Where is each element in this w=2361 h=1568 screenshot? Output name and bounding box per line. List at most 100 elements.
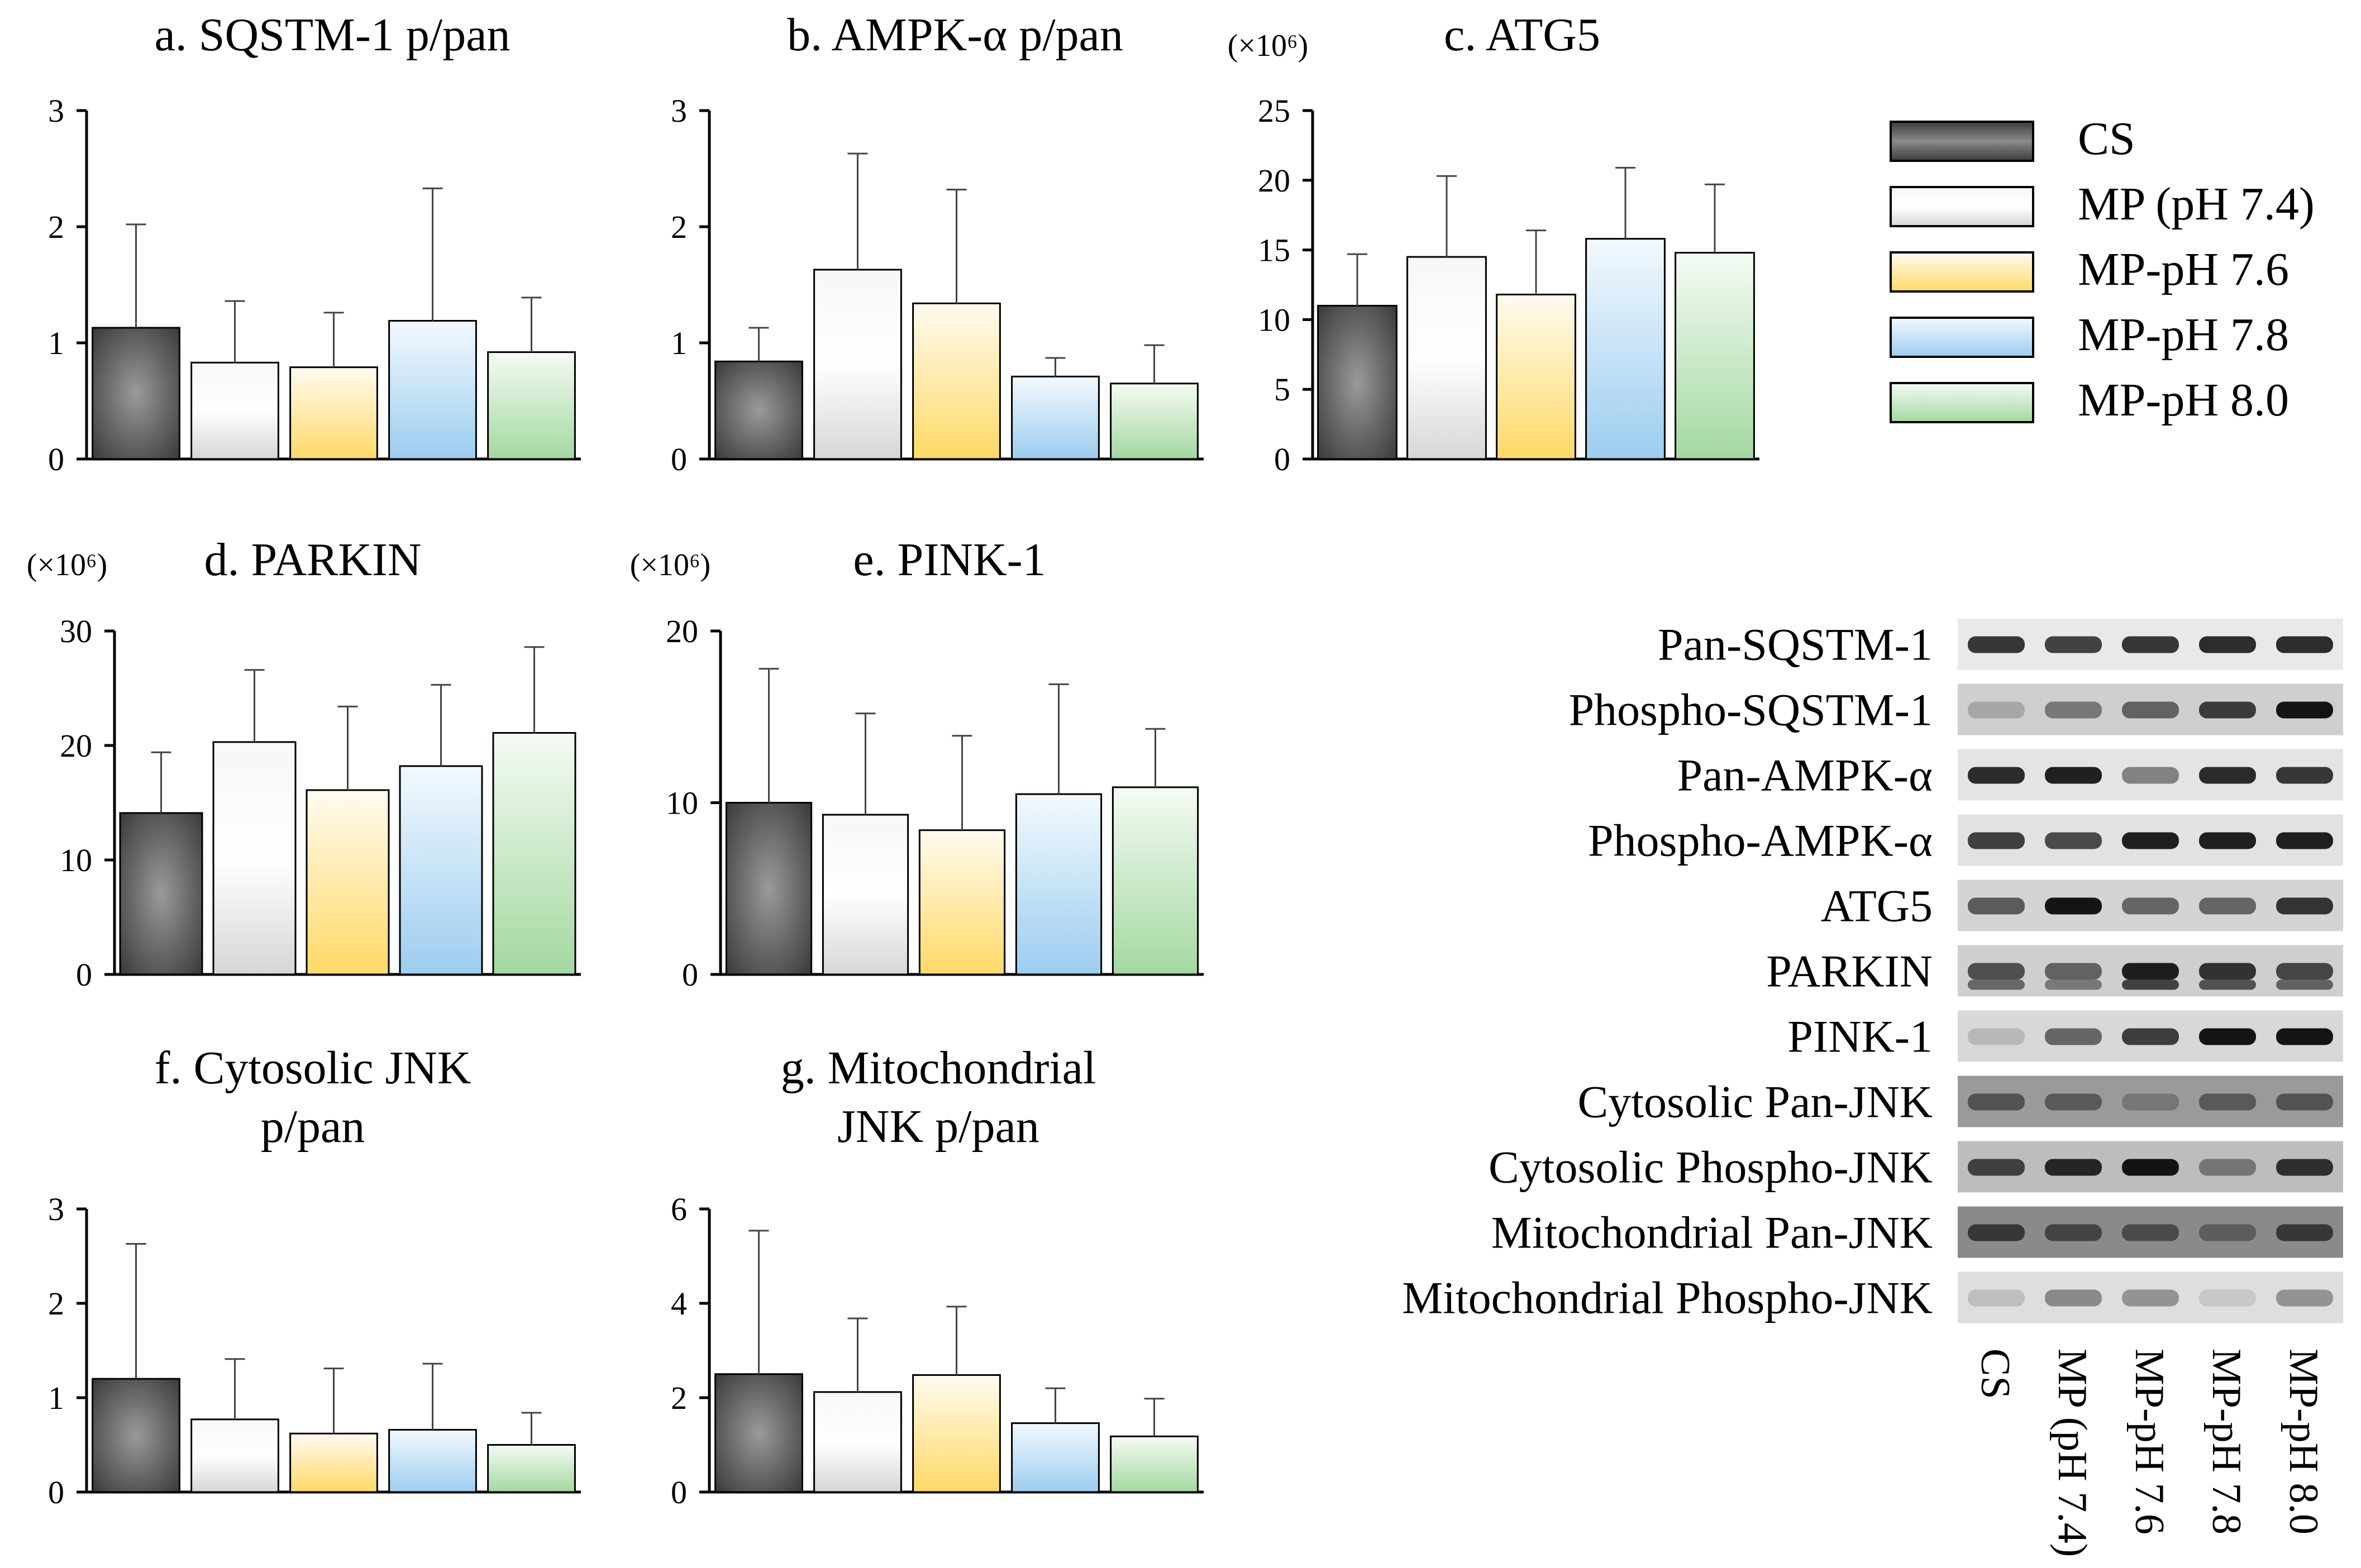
y-tick-label: 20 [1258,162,1290,199]
legend-swatch [1890,121,2034,162]
chart-title: e. PINK-1 [853,534,1046,586]
blot-band [2276,1289,2333,1307]
blot-band-lower [2122,979,2179,990]
blot-band [1968,636,2025,653]
blot-band [1968,1159,2025,1176]
blot-band [2276,701,2333,719]
bar-mp-ph-7-8 [399,765,483,976]
y-tick-label: 10 [60,842,92,878]
bar-cs [1317,304,1397,460]
blot-band [2045,1159,2102,1176]
blot-band [2122,1028,2179,1045]
blot-band [2199,1224,2256,1241]
bar-mp-ph-7-4- [190,1418,279,1493]
blot-band [2199,701,2256,719]
blot-band [2276,636,2333,653]
legend-swatch [1890,186,2034,227]
blot-band [2122,1224,2179,1241]
legend-label: MP (pH 7.4) [2078,178,2315,230]
blot-row-label: Mitochondrial Pan-JNK [1491,1207,1933,1258]
blot-band [2199,963,2256,980]
chart-c: c. ATG5 (×10⁶) 0 5 10 15 20 25 [1228,9,1759,477]
blot-row-label: Phospho-AMPK-α [1588,815,1933,866]
blot-band [2199,767,2256,784]
y-tick-label: 0 [48,1474,64,1510]
blot-band [2045,1224,2102,1241]
legend-swatch [1890,317,2034,358]
blot-band-lower [2276,979,2333,990]
y-tick-label: 3 [48,93,64,129]
blot-row-label: Pan-AMPK-α [1677,750,1933,801]
blot-band [1968,767,2025,784]
y-tick-label: 0 [1274,441,1290,477]
bar-mp-ph-7-6 [918,829,1006,976]
bar-mp-ph-8-0 [492,732,576,976]
legend-label: MP-pH 7.8 [2078,309,2289,361]
chart-f: f. Cytosolic JNK p/pan 0 1 2 3 [48,1042,581,1510]
blot-band [2276,1093,2333,1111]
blot-band [2045,832,2102,849]
blot-band [2122,832,2179,849]
bar-mp-ph-7-4- [1406,256,1487,460]
blot-band [2276,832,2333,849]
blot-row-label: Phospho-SQSTM-1 [1568,685,1933,735]
blot-row-label: Pan-SQSTM-1 [1658,619,1933,670]
chart-title-line2: p/pan [261,1101,365,1153]
blot-band [2199,636,2256,653]
y-tick-label: 1 [671,325,687,361]
blot-band [2276,1028,2333,1045]
legend-label: MP-pH 8.0 [2078,374,2289,426]
blot-lane-label: MP-pH 8.0 [2281,1349,2326,1534]
bar-cs [119,812,203,976]
blot-band-lower [1968,979,2025,990]
blot-band [2199,1028,2256,1045]
blot-band [2276,1224,2333,1241]
y-tick-label: 2 [671,1380,687,1416]
y-tick-label: 5 [1274,371,1290,408]
blot-row-label: ATG5 [1821,881,1933,931]
blot-lane-label: MP (pH 7.4) [2049,1349,2095,1557]
legend-label: MP-pH 7.6 [2078,243,2289,295]
y-tick-label: 0 [682,957,698,993]
chart-e: e. PINK-1 (×10⁶) 0 10 20 [630,534,1204,993]
blot-row-label: Mitochondrial Phospho-JNK [1402,1273,1933,1323]
blot-band [2045,701,2102,719]
blot-band [1968,1289,2025,1307]
blot-band [2122,636,2179,653]
bar-mp-ph-7-6 [306,789,390,976]
bar-mp-ph-8-0 [1110,1435,1199,1493]
bar-cs [92,1378,180,1493]
y-unit-label: (×10⁶) [630,548,710,582]
blot-band [2122,897,2179,915]
blot-band [2199,1289,2256,1307]
y-tick-label: 0 [76,957,92,993]
legend-swatch [1890,251,2034,293]
bar-cs [92,327,180,460]
bar-mp-ph-7-6 [289,1432,378,1493]
y-tick-label: 3 [48,1191,64,1227]
bar-charts: a. SQSTM-1 p/pan 0 1 2 3 b. AMPK-α p/pan 0 1 2 3 c… [27,9,1759,1510]
blot-band [1968,1093,2025,1111]
blot-band [2199,832,2256,849]
blot-band-lower [2199,979,2256,990]
blot-band [2122,963,2179,980]
bar-mp-ph-7-4- [822,814,909,976]
blot-band [2045,1028,2102,1045]
blot-band [2122,701,2179,719]
legend-swatch [1890,382,2034,423]
y-tick-label: 1 [48,1380,64,1416]
blot-band [2276,1159,2333,1176]
blot-band [2045,1093,2102,1111]
blot-band [2276,963,2333,980]
y-tick-label: 0 [671,1474,687,1510]
western-blot-panel: Pan-SQSTM-1 Phospho-SQSTM-1 Pan-AMPK-α Phos… [1402,618,2343,1557]
legend: CS MP (pH 7.4) MP-pH 7.6 MP-pH 7.8 MP-pH 8.0 [1890,113,2315,426]
y-tick-label: 3 [671,93,687,129]
bar-cs [725,802,813,976]
chart-title: f. Cytosolic JNK [155,1042,471,1094]
blot-row-label: PINK-1 [1787,1011,1933,1062]
bar-mp-ph-7-8 [388,319,477,460]
bar-mp-ph-8-0 [1110,383,1199,460]
bar-mp-ph-7-8 [388,1428,477,1493]
